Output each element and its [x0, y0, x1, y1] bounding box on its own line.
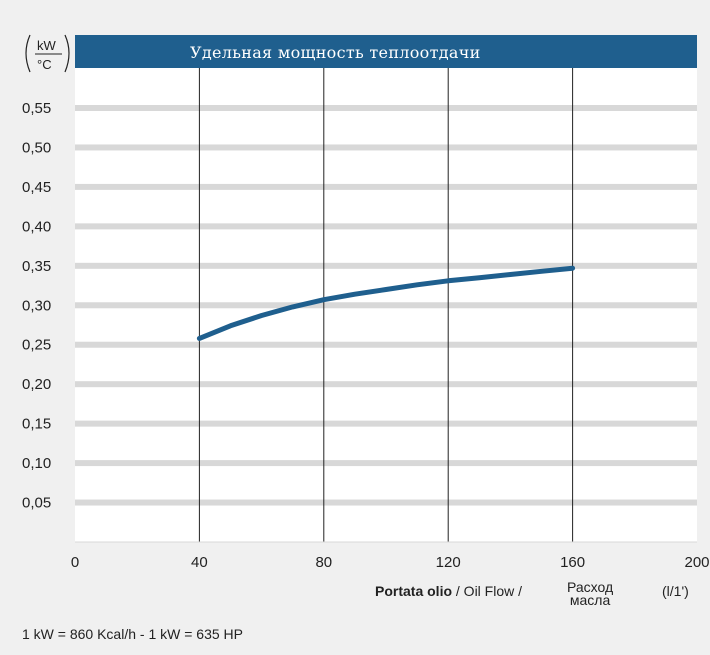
y-gridline — [75, 381, 697, 388]
y-gridline — [75, 341, 697, 348]
y-tick-label: 0,40 — [22, 218, 51, 235]
x-axis-label-ru-line1: Расход — [567, 579, 614, 595]
y-gridline — [75, 460, 697, 467]
conversion-footnote: 1 kW = 860 Kcal/h - 1 kW = 635 HP — [22, 626, 243, 642]
x-axis-label-ru: Расход масла — [567, 579, 614, 608]
y-gridline — [75, 420, 697, 427]
chart-title: Удельная мощность теплоотдачи — [190, 43, 481, 62]
y-gridline — [75, 302, 697, 309]
x-tick-label: 40 — [191, 554, 208, 571]
unit-right-paren — [64, 34, 70, 73]
series-line — [196, 265, 576, 341]
y-tick-label: 0,30 — [22, 297, 51, 314]
y-tick-label: 0,35 — [22, 258, 51, 275]
y-tick-label: 0,25 — [22, 337, 51, 354]
x-axis-label-en: / Oil Flow / — [452, 583, 523, 599]
y-gridline — [75, 223, 697, 230]
x-tick-label: 200 — [684, 554, 709, 571]
y-tick-label: 0,50 — [22, 139, 51, 156]
y-tick-label: 0,45 — [22, 179, 51, 196]
unit-numerator: kW — [37, 38, 57, 53]
title-bar — [75, 35, 697, 68]
unit-left-paren — [25, 34, 31, 73]
y-tick-label: 0,05 — [22, 495, 51, 512]
x-tick-label: 120 — [436, 554, 461, 571]
x-axis-unit: (l/1') — [662, 583, 689, 599]
x-tick-label: 0 — [71, 554, 79, 571]
x-tick-label: 160 — [560, 554, 585, 571]
y-gridline — [75, 499, 697, 506]
x-tick-label: 80 — [315, 554, 332, 571]
y-gridline — [75, 105, 697, 111]
x-axis-label: Portata olio / Oil Flow / — [375, 583, 522, 599]
y-tick-label: 0,15 — [22, 416, 51, 433]
y-unit: kW °C — [25, 34, 70, 73]
x-axis-label-ru-line2: масла — [569, 592, 611, 608]
y-tick-label: 0,10 — [22, 455, 51, 472]
unit-denominator: °C — [37, 57, 52, 72]
y-gridline — [75, 183, 697, 190]
y-tick-label: 0,55 — [22, 100, 51, 117]
y-gridline — [75, 144, 697, 151]
x-axis-label-bold: Portata olio — [375, 583, 453, 599]
y-tick-label: 0,20 — [22, 376, 51, 393]
y-gridline — [75, 262, 697, 269]
